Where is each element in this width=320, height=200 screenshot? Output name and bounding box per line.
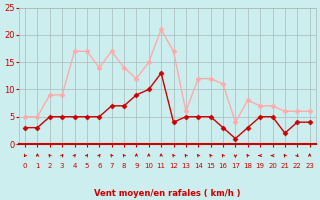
X-axis label: Vent moyen/en rafales ( km/h ): Vent moyen/en rafales ( km/h ) [94, 189, 241, 198]
